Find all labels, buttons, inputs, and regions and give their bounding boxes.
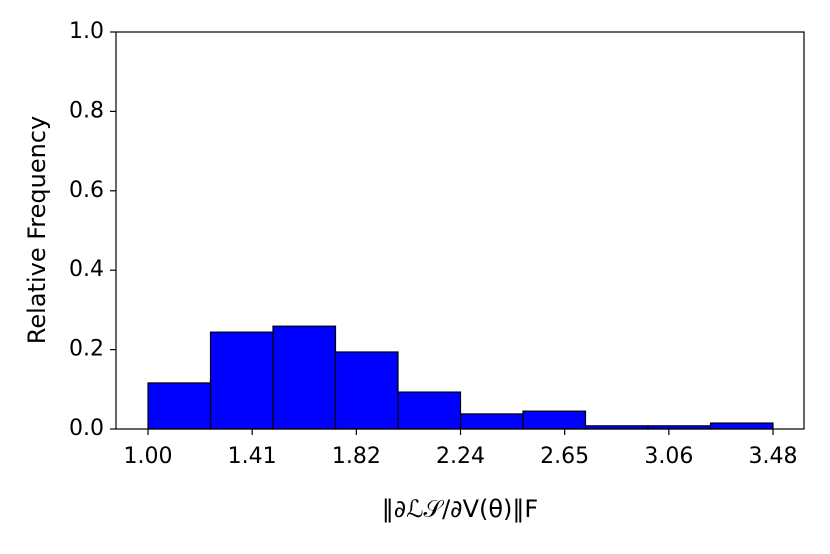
x-tick-label: 3.48 — [749, 444, 798, 469]
x-tick-label: 3.06 — [644, 444, 693, 469]
x-tick-label: 1.82 — [332, 444, 381, 469]
bar — [334, 351, 399, 430]
x-tick-label: 1.00 — [124, 444, 173, 469]
x-tick-label: 2.24 — [436, 444, 485, 469]
y-tick-label: 0.4 — [69, 257, 104, 282]
bar — [709, 422, 774, 430]
y-tick-label: 0.8 — [69, 98, 104, 123]
bar — [272, 325, 337, 430]
bar — [397, 391, 462, 430]
x-axis-label: ‖∂ℒ𝒮/∂V(θ)‖F — [382, 495, 538, 523]
y-axis-label: Relative Frequency — [23, 116, 51, 344]
bar — [459, 413, 524, 430]
y-tick-label: 1.0 — [69, 19, 104, 44]
bar — [147, 382, 212, 430]
y-tick-label: 0.6 — [69, 178, 104, 203]
y-tick-label: 0.0 — [69, 416, 104, 441]
bar — [209, 331, 274, 430]
bar — [522, 410, 587, 430]
x-tick-label: 2.65 — [540, 444, 589, 469]
y-tick-label: 0.2 — [69, 337, 104, 362]
x-tick-label: 1.41 — [228, 444, 277, 469]
